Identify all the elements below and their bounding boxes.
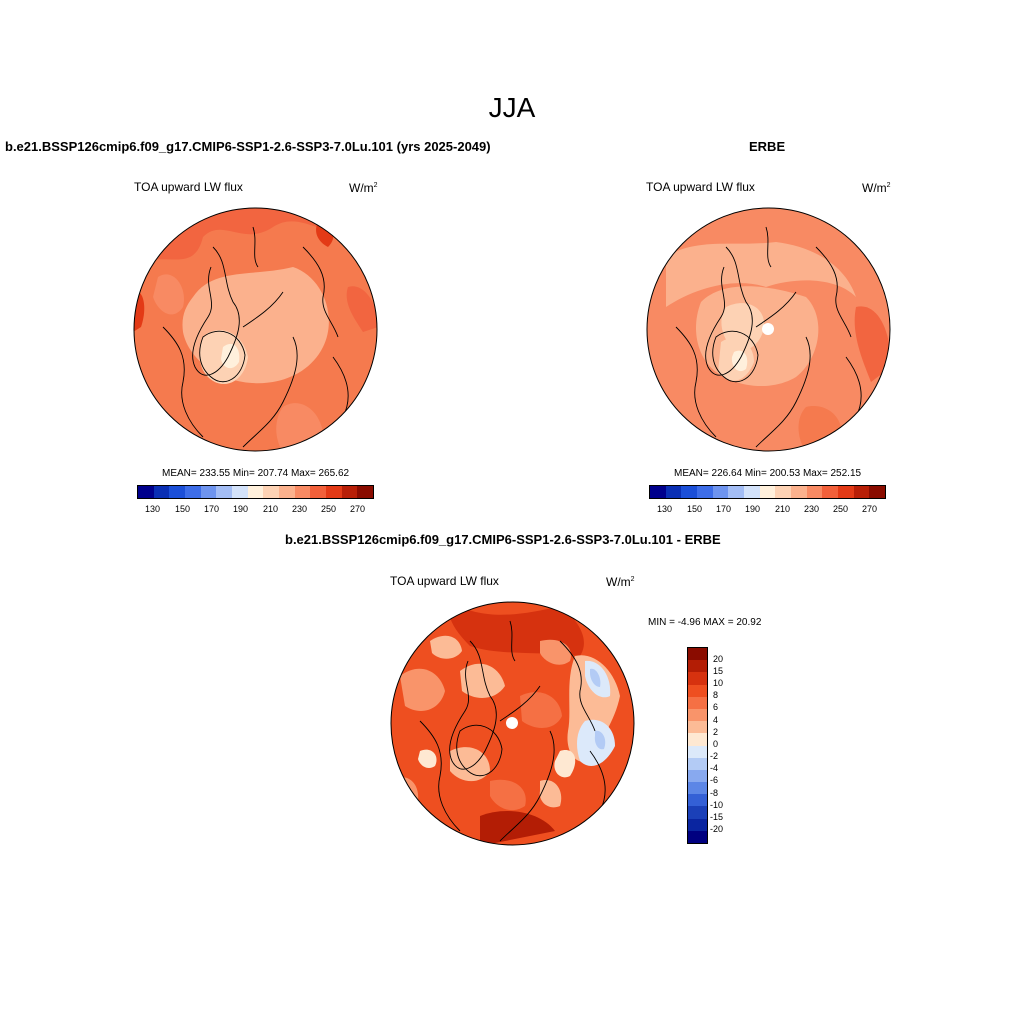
colorbar-swatch bbox=[791, 486, 807, 498]
colorbar-swatch bbox=[688, 769, 707, 783]
colorbar-swatch bbox=[200, 486, 217, 498]
panel2-colorbar bbox=[649, 485, 886, 499]
colorbar-swatch bbox=[153, 486, 170, 498]
panel3-tick: -2 bbox=[710, 751, 719, 761]
colorbar-swatch bbox=[185, 486, 201, 498]
panel3-tick: 6 bbox=[713, 702, 719, 712]
colorbar-swatch bbox=[688, 708, 707, 722]
colorbar-swatch bbox=[263, 486, 280, 498]
panel3-units: W/m2 bbox=[606, 575, 635, 589]
panel2-tick: 210 bbox=[775, 504, 791, 514]
colorbar-swatch bbox=[688, 672, 707, 685]
colorbar-swatch bbox=[232, 486, 248, 498]
colorbar-swatch bbox=[822, 486, 839, 498]
panel1-tick: 170 bbox=[204, 504, 220, 514]
panel2-tick: 130 bbox=[657, 504, 673, 514]
panel1-tick: 210 bbox=[263, 504, 279, 514]
colorbar-swatch bbox=[688, 684, 707, 697]
colorbar-swatch bbox=[688, 660, 707, 673]
colorbar-swatch bbox=[279, 486, 295, 498]
colorbar-swatch bbox=[138, 486, 154, 498]
colorbar-swatch bbox=[712, 486, 729, 498]
colorbar-swatch bbox=[688, 806, 707, 819]
season-title: JJA bbox=[488, 92, 536, 123]
colorbar-swatch bbox=[838, 486, 854, 498]
panel3-polar-map bbox=[390, 601, 635, 846]
panel2-variable-label: TOA upward LW flux bbox=[646, 180, 755, 194]
colorbar-swatch bbox=[806, 486, 823, 498]
colorbar-swatch bbox=[869, 486, 886, 498]
panel1-tick: 250 bbox=[321, 504, 337, 514]
panel3-tick: -20 bbox=[710, 824, 724, 834]
colorbar-swatch bbox=[688, 818, 707, 831]
colorbar-swatch bbox=[853, 486, 870, 498]
panel3-stats: MIN = -4.96 MAX = 20.92 bbox=[648, 617, 762, 628]
colorbar-swatch bbox=[688, 696, 707, 709]
panel3-tick: 2 bbox=[713, 727, 719, 737]
panel2-tick: 190 bbox=[745, 504, 761, 514]
colorbar-swatch bbox=[681, 486, 698, 498]
colorbar-swatch bbox=[169, 486, 186, 498]
panel3-variable-label: TOA upward LW flux bbox=[390, 574, 499, 588]
panel2-title: ERBE bbox=[749, 139, 786, 154]
panel3-tick: -10 bbox=[710, 800, 724, 810]
colorbar-swatch bbox=[688, 745, 707, 758]
panel1-stats: MEAN= 233.55 Min= 207.74 Max= 265.62 bbox=[162, 468, 350, 479]
panel1-units: W/m2 bbox=[349, 181, 378, 195]
panel1-colorbar bbox=[137, 485, 374, 499]
panel3-tick: 15 bbox=[713, 666, 724, 676]
panel3-tick: 4 bbox=[713, 715, 719, 725]
colorbar-swatch bbox=[688, 721, 707, 734]
panel2-polar-map bbox=[646, 207, 891, 452]
panel2-tick: 250 bbox=[833, 504, 849, 514]
panel3-colorbar bbox=[687, 647, 708, 844]
colorbar-swatch bbox=[216, 486, 233, 498]
colorbar-swatch bbox=[728, 486, 745, 498]
colorbar-swatch bbox=[688, 830, 707, 843]
panel1-title: b.e21.BSSP126cmip6.f09_g17.CMIP6-SSP1-2.… bbox=[5, 139, 491, 154]
panel1-polar-map bbox=[133, 207, 378, 452]
colorbar-swatch bbox=[294, 486, 311, 498]
panel3-tick: 8 bbox=[713, 690, 719, 700]
panel3-tick: 10 bbox=[713, 678, 724, 688]
colorbar-swatch bbox=[697, 486, 713, 498]
panel3-title: b.e21.BSSP126cmip6.f09_g17.CMIP6-SSP1-2.… bbox=[285, 532, 721, 547]
panel1-tick: 190 bbox=[233, 504, 249, 514]
panel2-tick: 230 bbox=[804, 504, 820, 514]
colorbar-swatch bbox=[357, 486, 374, 498]
panel2-tick: 170 bbox=[716, 504, 732, 514]
colorbar-swatch bbox=[247, 486, 264, 498]
panel1-variable-label: TOA upward LW flux bbox=[134, 180, 243, 194]
colorbar-swatch bbox=[688, 794, 707, 807]
colorbar-swatch bbox=[665, 486, 682, 498]
colorbar-swatch bbox=[650, 486, 666, 498]
colorbar-swatch bbox=[326, 486, 342, 498]
colorbar-swatch bbox=[341, 486, 358, 498]
panel2-stats: MEAN= 226.64 Min= 200.53 Max= 252.15 bbox=[674, 468, 862, 479]
panel3-tick: 0 bbox=[713, 739, 719, 749]
panel3-tick: -4 bbox=[710, 763, 719, 773]
colorbar-swatch bbox=[759, 486, 776, 498]
panel2-tick: 150 bbox=[687, 504, 703, 514]
colorbar-swatch bbox=[688, 757, 707, 770]
panel2-units: W/m2 bbox=[862, 181, 891, 195]
colorbar-swatch bbox=[688, 648, 707, 661]
panel1-tick: 130 bbox=[145, 504, 161, 514]
panel1-tick: 230 bbox=[292, 504, 308, 514]
panel1-tick: 270 bbox=[350, 504, 366, 514]
colorbar-swatch bbox=[775, 486, 792, 498]
panel3-tick: -8 bbox=[710, 788, 719, 798]
colorbar-swatch bbox=[688, 733, 707, 746]
panel3-tick: -15 bbox=[710, 812, 724, 822]
panel2-tick: 270 bbox=[862, 504, 878, 514]
panel1-tick: 150 bbox=[175, 504, 191, 514]
colorbar-swatch bbox=[310, 486, 327, 498]
panel3-tick: 20 bbox=[713, 654, 724, 664]
colorbar-swatch bbox=[688, 782, 707, 795]
panel3-tick: -6 bbox=[710, 775, 719, 785]
colorbar-swatch bbox=[744, 486, 760, 498]
